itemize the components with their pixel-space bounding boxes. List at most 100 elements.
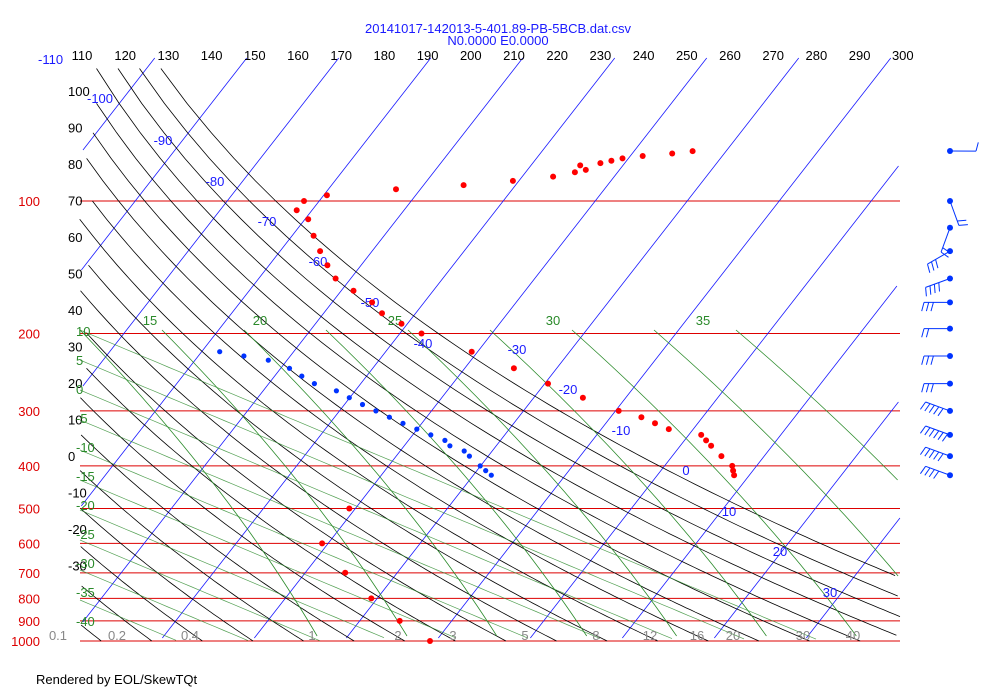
temperature-point [545, 380, 551, 387]
left-scale-label: -30 [68, 559, 87, 574]
isotherm-label: -60 [309, 254, 328, 269]
axis-labels: -110 110 120 130 140 150 160 170 180 190 200 210 220… [11, 48, 914, 649]
dry-adiabat-line [86, 368, 456, 642]
isotherm-line [82, 57, 340, 387]
pressure-label: 100 [18, 194, 40, 209]
wind-barb-feather [931, 261, 935, 271]
dewpoint-point [286, 365, 293, 371]
top-temp-tick-label: 130 [158, 48, 180, 63]
moist-adiabat-label: 35 [696, 313, 710, 328]
mixing-ratio-label: 16 [690, 628, 704, 643]
wind-barb-dot [947, 407, 953, 414]
top-temp-tick-label: 280 [806, 48, 828, 63]
dry-adiabat-line [81, 585, 153, 642]
dry-left-label: -15 [76, 469, 95, 484]
temperature-point [652, 420, 658, 427]
wind-barb-feather [928, 428, 935, 437]
dewpoint-point [217, 349, 223, 355]
wind-barb-dot [947, 299, 953, 306]
wind-barb-feather [924, 467, 931, 476]
wind-barb-feather [919, 446, 927, 455]
wind-barb-feather [975, 142, 979, 152]
isotherm-label: -90 [154, 133, 173, 148]
moist-adiabat-line [571, 329, 857, 637]
wind-barb-feather [919, 425, 927, 434]
wind-barb-feather [933, 406, 940, 415]
wind-barb-feather [921, 302, 925, 312]
dry-adiabat-line [139, 68, 898, 597]
temperature-point [324, 262, 331, 269]
temperature-point [729, 462, 736, 469]
top-temp-tick-label: 180 [374, 48, 396, 63]
pressure-label: 300 [18, 404, 40, 419]
mixing-ratio-label: 0.4 [181, 628, 199, 643]
wind-barb-feather [958, 224, 968, 226]
top-temp-tick-label: -110 [38, 52, 63, 67]
top-temp-tick-label: 120 [114, 48, 136, 63]
isotherm-label: 10 [722, 504, 736, 519]
dry-left-label: -10 [76, 440, 95, 455]
wind-barb-feather [930, 383, 934, 393]
isotherm-line [714, 401, 899, 639]
moist-adiabat-line [79, 359, 745, 640]
wind-barb-staff [925, 446, 951, 457]
pressure-label: 600 [18, 536, 40, 551]
top-temp-tick-label: 200 [460, 48, 482, 63]
wind-barb-feather [957, 219, 967, 222]
temperature-point [379, 310, 385, 317]
moist-adiabat-line [79, 329, 318, 637]
mixing-ratio-label: 2 [394, 628, 401, 643]
wind-barb-staff [925, 425, 951, 436]
isotherm-line [530, 165, 899, 639]
dewpoint-point [414, 426, 420, 432]
wind-barb-feather [921, 383, 925, 393]
moist-adiabat-line [79, 419, 601, 639]
dry-left-label: -35 [76, 585, 95, 600]
wind-barb-dot [947, 431, 953, 438]
temperature-point [396, 617, 403, 624]
wind-barb-staff [925, 278, 951, 288]
temperature-point [460, 182, 467, 189]
wind-barbs [919, 142, 979, 479]
dry-adiabat-line [92, 200, 709, 642]
chart-title: 20141017-142013-5-401.89-PB-5BCB.dat.csv [365, 21, 631, 36]
wind-barb-feather [924, 403, 931, 412]
pressure-label: 500 [18, 502, 40, 517]
left-scale-label: -10 [68, 486, 87, 501]
left-scale-label: 70 [68, 194, 82, 209]
wind-barb-feather [921, 355, 925, 365]
dewpoint-point [265, 357, 271, 363]
temperature-point [597, 160, 604, 167]
mixing-ratio-label: 3 [449, 628, 456, 643]
isotherm-label: 0 [682, 463, 689, 478]
dewpoint-point [241, 353, 247, 359]
dry-adiabat-line [160, 68, 896, 576]
isotherm-lines [80, 57, 901, 639]
temperature-point [639, 153, 646, 159]
top-temp-tick-label: 300 [892, 48, 914, 63]
wind-barb-feather [925, 328, 930, 338]
temperature-point [346, 505, 353, 512]
moist-adiabat-line [79, 569, 249, 641]
wind-barb-feather [933, 430, 940, 439]
temperature-point [468, 348, 475, 355]
dry-adiabat-line [96, 68, 897, 636]
temperature-point [577, 162, 584, 169]
temperature-point [718, 453, 725, 460]
wind-barb-feather [921, 328, 925, 338]
pressure-label: 700 [18, 566, 40, 581]
pressure-label: 900 [18, 614, 40, 629]
left-scale-label: 40 [68, 303, 82, 318]
temperature-point [301, 198, 307, 204]
wind-barb-feather [930, 302, 934, 312]
isotherm-line [162, 57, 616, 639]
dewpoint-point [477, 463, 483, 469]
temperature-point [398, 320, 405, 327]
wind-barb-staff [949, 200, 960, 226]
temperature-point [342, 569, 349, 576]
temperature-point [317, 248, 324, 255]
temperature-point [689, 148, 696, 155]
isotherm-line [80, 57, 432, 507]
top-temp-tick-label: 230 [590, 48, 612, 63]
wind-barb-feather [933, 451, 940, 460]
